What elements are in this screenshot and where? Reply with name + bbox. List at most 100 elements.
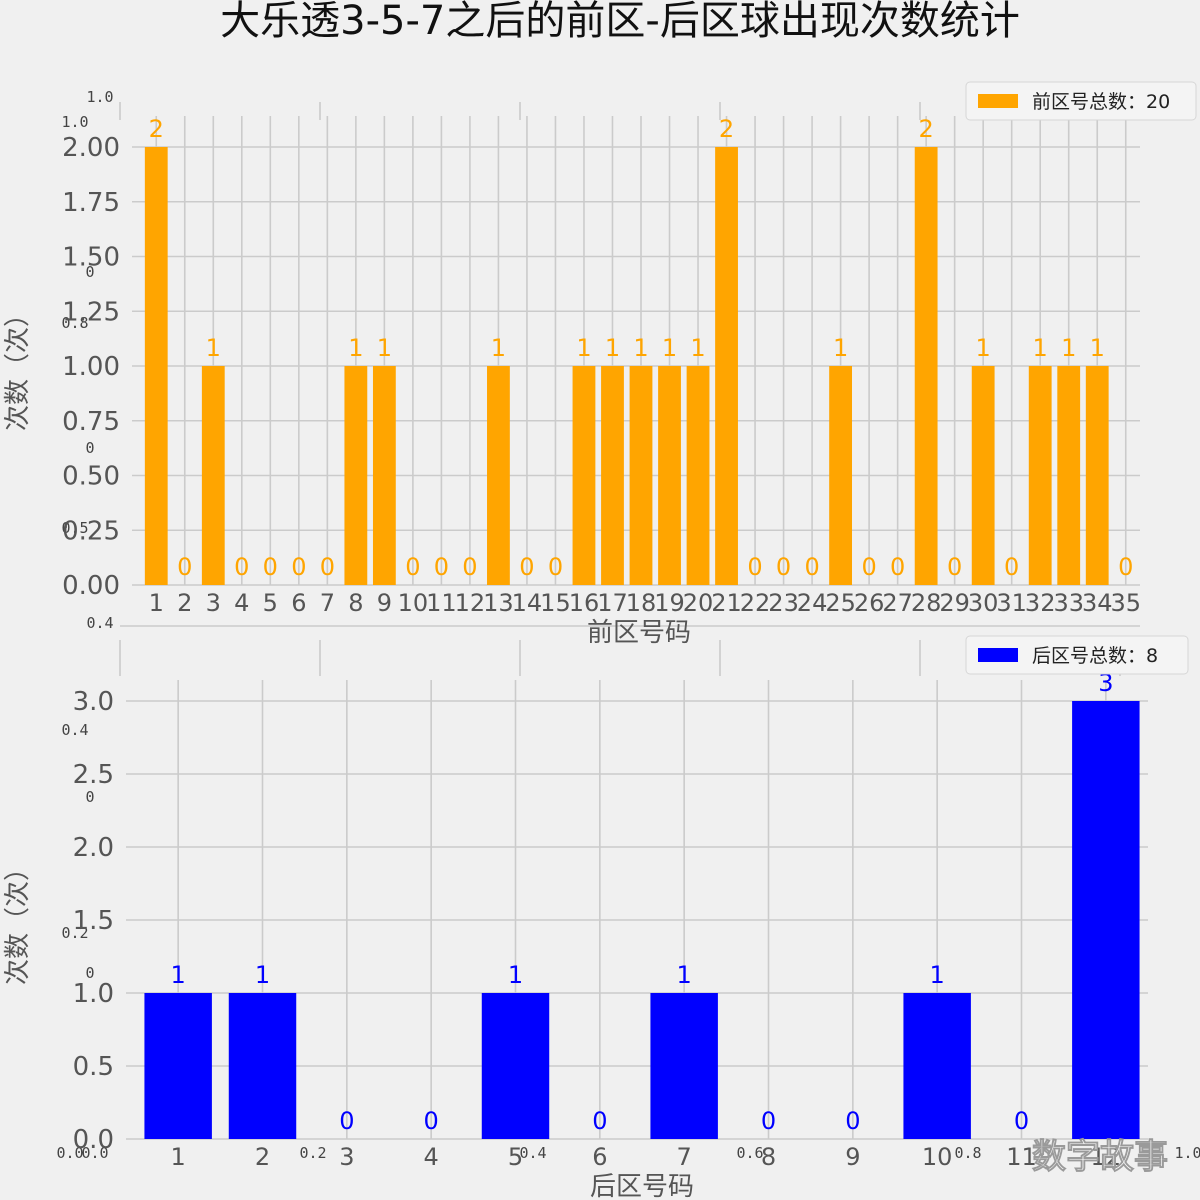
y-tick-label: 2.0 — [73, 833, 114, 863]
bar-value-label: 0 — [1014, 1107, 1029, 1135]
legend-swatch — [978, 648, 1018, 662]
bar-value-label: 0 — [747, 553, 762, 581]
ghost-tick-label: 1.0 — [61, 113, 88, 131]
bar — [650, 993, 718, 1139]
ghost-tick-label: 0.6 — [736, 1144, 763, 1162]
bar-value-label: 0 — [263, 553, 278, 581]
bar-value-label: 2 — [719, 115, 734, 143]
x-tick-label: 8 — [348, 589, 363, 617]
x-tick-label: 5 — [508, 1143, 523, 1171]
x-tick-label: 11 — [426, 589, 457, 617]
ghost-tick-label: 0.8 — [954, 1144, 981, 1162]
bar-value-label: 0 — [320, 553, 335, 581]
x-tick-label: 22 — [740, 589, 771, 617]
y-tick-label: 1.75 — [62, 188, 120, 218]
bar-value-label: 1 — [348, 334, 363, 362]
bar-value-label: 0 — [890, 553, 905, 581]
x-tick-label: 2 — [177, 589, 192, 617]
bar-value-label: 0 — [519, 553, 534, 581]
bar-value-label: 0 — [339, 1107, 354, 1135]
watermark: 数字故事 — [1032, 1137, 1168, 1177]
x-tick-label: 19 — [654, 589, 685, 617]
ghost-tick-label: 1.0 — [86, 88, 113, 106]
bar-value-label: 1 — [1061, 334, 1076, 362]
x-tick-label: 7 — [677, 1143, 692, 1171]
bar-value-label: 1 — [605, 334, 620, 362]
bar-value-label: 1 — [255, 961, 270, 989]
x-tick-label: 3 — [206, 589, 221, 617]
x-tick-label: 4 — [424, 1143, 439, 1171]
bar-value-label: 1 — [690, 334, 705, 362]
bar-value-label: 0 — [424, 1107, 439, 1135]
bar-value-label: 1 — [833, 334, 848, 362]
y-tick-label: 1.0 — [73, 979, 114, 1009]
ghost-tick-label: 0 — [85, 263, 94, 281]
bar — [487, 366, 510, 585]
legend-swatch — [978, 94, 1018, 108]
y-tick-label: 1.50 — [62, 243, 120, 273]
ghost-tick-label: 0.4 — [519, 1144, 546, 1162]
y-axis-label: 次数（次） — [3, 301, 33, 431]
bar-value-label: 1 — [1090, 334, 1105, 362]
x-tick-label: 6 — [291, 589, 306, 617]
ghost-tick-label: 1.0 — [1174, 1144, 1200, 1162]
bar-value-label: 0 — [776, 553, 791, 581]
x-tick-label: 25 — [825, 589, 856, 617]
x-axis-label: 后区号码 — [590, 1172, 694, 1200]
bar-value-label: 0 — [1004, 553, 1019, 581]
bar-value-label: 1 — [206, 334, 221, 362]
x-tick-label: 6 — [592, 1143, 607, 1171]
y-tick-label: 0.00 — [62, 571, 120, 601]
x-tick-label: 17 — [597, 589, 628, 617]
bar — [481, 993, 550, 1139]
bar-value-label: 0 — [234, 553, 249, 581]
ghost-tick-label: 0.4 — [61, 721, 88, 739]
bar-value-label: 1 — [491, 334, 506, 362]
bar — [1072, 701, 1140, 1139]
ghost-tick-label: 0.0 — [81, 1144, 108, 1162]
x-tick-label: 16 — [569, 589, 600, 617]
bar — [1057, 366, 1081, 585]
bar — [829, 366, 853, 585]
x-tick-label: 14 — [512, 589, 543, 617]
x-tick-label: 31 — [996, 589, 1027, 617]
x-tick-label: 9 — [845, 1143, 860, 1171]
ghost-tick-label: 0.4 — [86, 614, 113, 632]
bar — [601, 366, 624, 585]
figure-title: 大乐透3-5-7之后的前区-后区球出现次数统计 — [220, 0, 1020, 44]
ghost-tick-label: 0.0 — [56, 1144, 83, 1162]
x-tick-label: 9 — [377, 589, 392, 617]
x-tick-label: 8 — [761, 1143, 776, 1171]
x-tick-label: 23 — [768, 589, 799, 617]
bar-value-label: 1 — [1033, 334, 1048, 362]
bar-value-label: 0 — [405, 553, 420, 581]
x-tick-label: 7 — [320, 589, 335, 617]
bar — [1085, 366, 1109, 585]
y-tick-label: 1.00 — [62, 352, 120, 382]
bar-value-label: 1 — [171, 961, 186, 989]
y-tick-label: 0.50 — [62, 462, 120, 492]
bar-value-label: 0 — [804, 553, 819, 581]
x-tick-label: 15 — [540, 589, 571, 617]
x-tick-label: 24 — [797, 589, 828, 617]
bar — [144, 993, 212, 1139]
bar-value-label: 0 — [434, 553, 449, 581]
bar-value-label: 2 — [919, 115, 934, 143]
bar-value-label: 1 — [976, 334, 991, 362]
ghost-tick-label: 0 — [85, 964, 94, 982]
background-axes-ticks: 1.01.000.800.50.40.400.200.00.0 0.2 0.4 0.6… — [56, 88, 1200, 1162]
ghost-tick-label: 0.5 — [61, 519, 88, 537]
bar-value-label: 3 — [1098, 669, 1113, 697]
x-tick-label: 29 — [939, 589, 970, 617]
bar-value-label: 2 — [149, 115, 164, 143]
bar — [201, 366, 225, 585]
bar-value-label: 0 — [947, 553, 962, 581]
bar-value-label: 1 — [508, 961, 523, 989]
bar-value-label: 1 — [576, 334, 591, 362]
x-tick-label: 30 — [968, 589, 999, 617]
x-tick-label: 10 — [922, 1143, 953, 1171]
y-axis-label: 次数（次） — [3, 855, 33, 985]
bar — [914, 147, 938, 585]
legend-box — [965, 81, 1197, 121]
